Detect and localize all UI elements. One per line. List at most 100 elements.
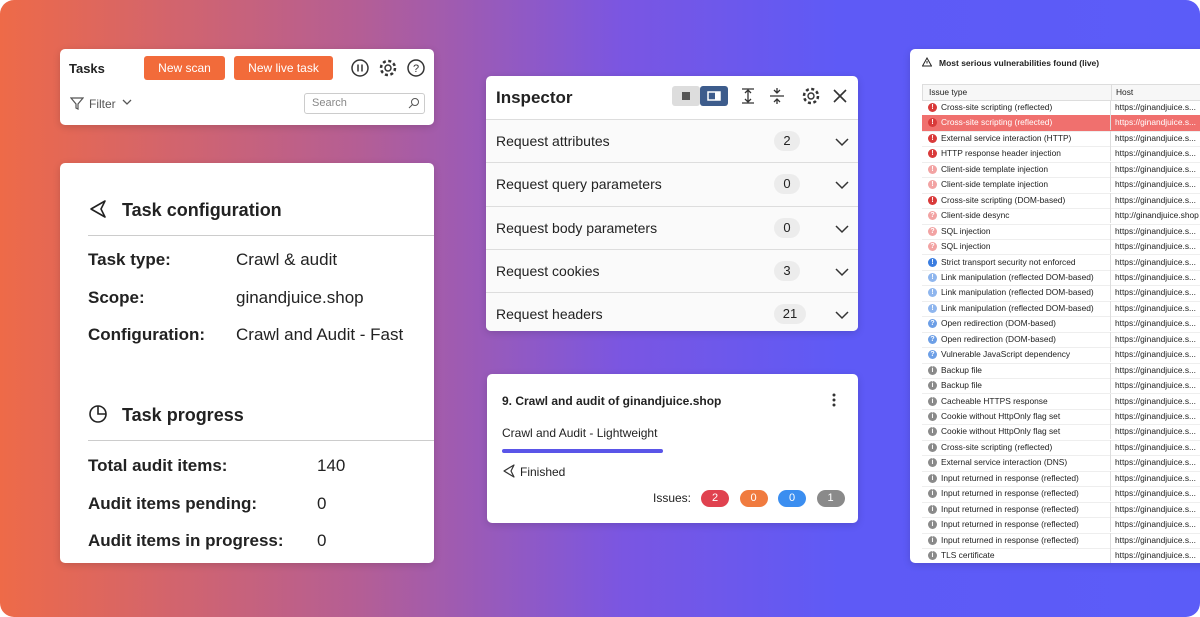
task-card[interactable]: 9. Crawl and audit of ginandjuice.shop C… [487,374,858,523]
progress-key: Total audit items: [88,456,228,475]
vulnerability-row[interactable]: i External service interaction (DNS) https… [922,455,1200,472]
configuration-panel: Task configuration Task progress Task ty… [60,163,434,563]
vulnerability-row[interactable]: i Cookie without HttpOnly flag set https:/… [922,409,1200,426]
inspector-row[interactable]: Request query parameters 0 [486,162,858,207]
toolbar-icons[interactable]: ? [350,58,430,78]
vulnerability-row[interactable]: i Cross-site scripting (reflected) https:/… [922,439,1200,457]
issue-type: SQL injection [941,241,991,252]
host: https://ginandjuice.s... [1110,130,1196,146]
vulnerability-row[interactable]: i Cacheable HTTPS response https://ginandj… [922,393,1200,410]
vulnerability-row[interactable]: i Cookie without HttpOnly flag set https:/… [922,424,1200,441]
inspector-row[interactable]: Request attributes 2 [486,119,858,163]
config-icon [90,200,106,218]
divider [88,235,434,236]
inspector-row[interactable]: Request body parameters 0 [486,205,858,250]
vulnerability-row[interactable]: ! Link manipulation (reflected DOM-based)… [922,269,1200,287]
vulnerability-row[interactable]: ! Client-side template injection https://g… [922,161,1200,179]
issue-type: Cross-site scripting (reflected) [941,102,1053,112]
progress-row: Total audit items: 140 [88,456,418,478]
vulnerability-row[interactable]: ! Link manipulation (reflected DOM-based)… [922,300,1200,318]
vulnerability-row[interactable]: i Backup file https://ginandjuice.s... [922,362,1200,380]
chevron [835,138,849,147]
vulnerability-row[interactable]: ! Strict transport security not enforced h… [922,254,1200,271]
inspector-panel: Inspector Request attributes 2 Request que… [486,76,858,331]
new-scan-button[interactable]: New scan [144,56,225,80]
task-card-title: 9. Crawl and audit of ginandjuice.shop [502,394,722,408]
issue-type: Open redirection (DOM-based) [941,318,1056,329]
issue-type: Cross-site scripting (reflected) [941,441,1053,452]
vulnerability-row[interactable]: ! Cross-site scripting (reflected) https:/… [922,100,1200,117]
column-header[interactable]: Issue type [929,87,968,97]
issue-type: TLS certificate [941,550,995,561]
vulnerability-row[interactable]: i Input returned in response (reflected) h… [922,532,1200,549]
severity-icon: i [928,365,937,375]
host: https://ginandjuice.s... [1110,331,1196,347]
vulnerability-row[interactable]: ! Cross-site scripting (reflected) https:/… [922,115,1200,132]
severity-icon: ? [928,350,937,360]
vulnerability-row[interactable]: ! Cross-site scripting (DOM-based) https:/… [922,192,1200,210]
chevron [835,181,849,190]
inspector-row-label: Request headers [496,306,603,323]
inspector-row-label: Request query parameters [496,176,662,193]
vulnerability-row[interactable]: ! Link manipulation (reflected DOM-based)… [922,285,1200,302]
config-key: Task type: [88,250,171,269]
vulnerability-row[interactable]: ! External service interaction (HTTP) http… [922,130,1200,148]
vulnerability-row[interactable]: ! HTTP response header injection https://g… [922,146,1200,163]
issue-count: 0 [778,490,806,507]
issue-type: External service interaction (HTTP) [941,132,1072,143]
severity-icon: ! [928,257,937,267]
vulnerability-row[interactable]: i Input returned in response (reflected) h… [922,470,1200,488]
severity-icon: i [928,551,937,561]
severity-icon: ! [928,288,937,298]
progress-bar [502,449,663,453]
severity-icon: ! [928,272,937,282]
search-box[interactable]: Search [304,93,425,114]
config-key: Configuration: [88,325,206,344]
severity-icon: ? [928,319,937,329]
severity-icon: ? [928,242,937,252]
filter-label[interactable]: Filter [89,97,116,111]
issue-type: Client-side template injection [941,179,1049,190]
more-menu[interactable] [831,392,837,408]
host: https://ginandjuice.s... [1110,239,1196,255]
severity-icon: ? [928,211,937,221]
severity-icon: ! [928,149,937,159]
config-title: Task configuration [122,200,282,220]
host: https://ginandjuice.s... [1110,486,1196,502]
severity-icon: ? [928,226,937,236]
vulnerability-row[interactable]: ? Open redirection (DOM-based) https://gin… [922,331,1200,349]
config-key: Scope: [88,287,145,307]
inspector-row[interactable]: Request cookies 3 [486,248,858,293]
vulnerability-row[interactable]: ? Client-side desync http://ginandjuice.sh… [922,208,1200,225]
vulnerability-row[interactable]: i Input returned in response (reflected) h… [922,517,1200,534]
vulnerability-row[interactable]: i Input returned in response (reflected) h… [922,486,1200,503]
inspector-row[interactable]: Request headers 21 [486,292,858,331]
inspector-row-label: Request cookies [496,262,600,279]
progress-row: Audit items pending: 0 [88,494,418,516]
host: https://ginandjuice.s... [1110,378,1196,394]
issue-type: Input returned in response (reflected) [941,503,1079,514]
table-header: Issue type Host [922,84,1200,101]
vulnerability-row[interactable]: ? SQL injection https://ginandjuice.s... [922,239,1200,256]
vulnerability-row[interactable]: ! Client-side template injection https://g… [922,177,1200,194]
progress-key: Audit items pending: [88,493,258,513]
severity-icon: i [928,473,937,483]
new-live-task-button[interactable]: New live task [234,56,333,80]
vulnerability-row[interactable]: i Input returned in response (reflected) h… [922,501,1200,519]
issue-type: Backup file [941,364,982,375]
vulnerability-row[interactable]: ? Open redirection (DOM-based) https://gin… [922,316,1200,333]
vulnerability-row[interactable]: ? Vulnerable JavaScript dependency https:/… [922,347,1200,364]
severity-icon: i [928,412,937,421]
host: https://ginandjuice.s... [1110,517,1196,533]
issue-type: Backup file [941,380,982,391]
column-header[interactable]: Host [1111,85,1133,100]
vulnerability-row[interactable]: i TLS certificate https://ginandjuice.s... [922,548,1200,563]
inspector-count: 0 [774,217,800,238]
vulnerability-row[interactable]: i Backup file https://ginandjuice.s... [922,378,1200,395]
inspector-toolbar[interactable] [672,84,852,108]
issues-label: Issues: [653,491,692,505]
issue-type: Vulnerable JavaScript dependency [941,349,1071,360]
severity-icon: i [928,489,937,499]
issue-type: Client-side template injection [941,163,1049,174]
vulnerability-row[interactable]: ? SQL injection https://ginandjuice.s... [922,223,1200,240]
